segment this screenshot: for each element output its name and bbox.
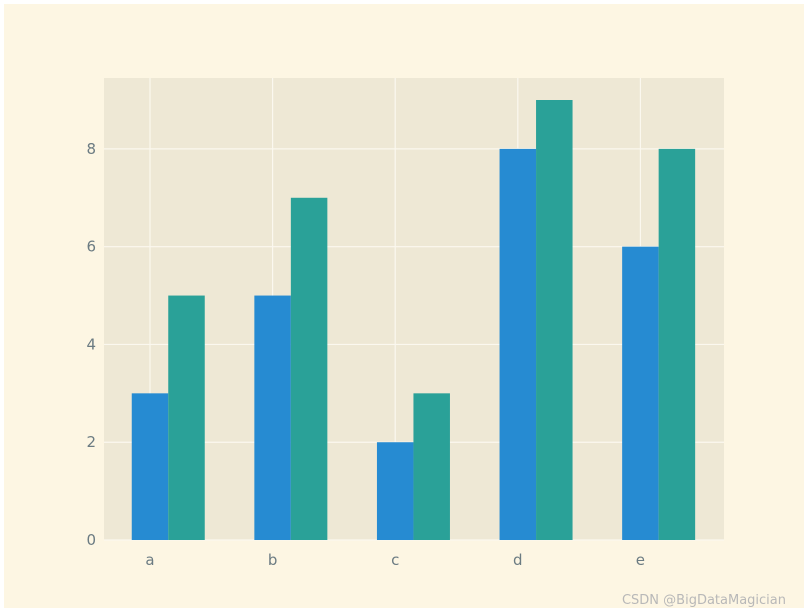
bar-series1-d <box>499 148 537 540</box>
x-tick-label: c <box>391 551 399 569</box>
chart-figure: 0 2 4 6 8 a b c d e <box>4 4 804 608</box>
bar-series1-a <box>131 393 169 540</box>
x-tick-label: a <box>145 551 154 569</box>
y-tick-label: 2 <box>86 433 96 451</box>
bar-series1-b <box>254 295 291 540</box>
x-tick-label: e <box>636 551 645 569</box>
y-tick-label: 8 <box>86 140 96 158</box>
x-tick-label: b <box>268 551 278 569</box>
y-tick-label: 4 <box>86 335 96 353</box>
bar-series2-e <box>658 148 696 540</box>
bar-series1-e <box>622 246 659 540</box>
bar-series2-c <box>413 393 450 540</box>
bar-series2-a <box>168 295 205 540</box>
y-tick-label: 6 <box>86 238 96 256</box>
x-tick-label: d <box>513 551 523 569</box>
bar-series2-b <box>290 197 328 540</box>
y-tick-label: 0 <box>86 531 96 549</box>
bar-series2-d <box>536 100 573 540</box>
bar-series1-c <box>376 442 414 540</box>
bar-chart: 0 2 4 6 8 a b c d e <box>86 78 724 569</box>
watermark: CSDN @BigDataMagician <box>621 593 786 608</box>
